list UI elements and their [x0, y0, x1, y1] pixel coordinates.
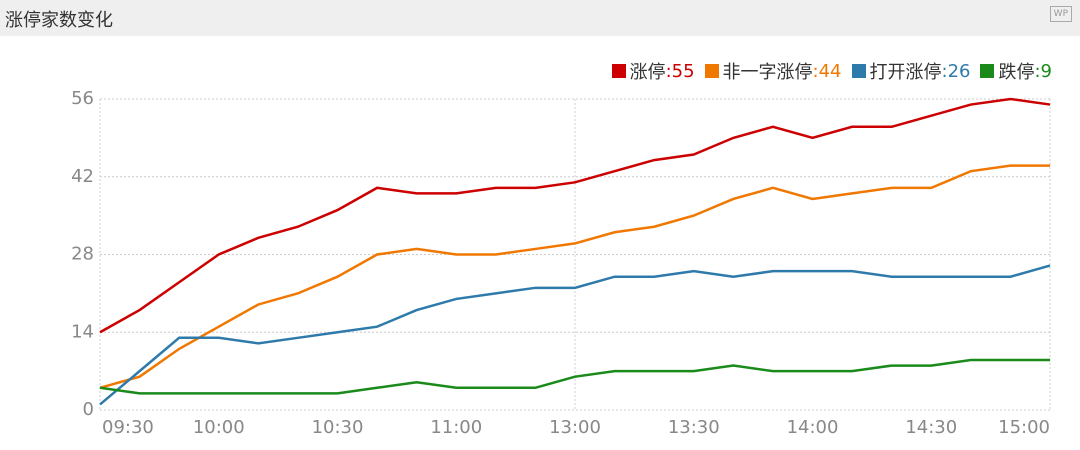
legend-swatch [980, 64, 995, 78]
x-tick-label: 11:00 [430, 417, 482, 438]
legend-swatch [611, 64, 626, 78]
header: 涨停家数变化 WP [0, 0, 1080, 36]
y-tick-label: 42 [71, 166, 94, 187]
x-tick-label: 10:30 [312, 417, 364, 438]
legend-value: :44 [812, 60, 842, 82]
x-tick-label: 13:30 [668, 417, 720, 438]
chart-title: 涨停家数变化 [5, 10, 113, 31]
logo: WP [1049, 6, 1072, 22]
legend-item: 非一字涨停:44 [704, 58, 842, 84]
legend-label: 跌停 [998, 62, 1035, 83]
legend-value: :55 [665, 60, 695, 82]
legend-label: 非一字涨停 [722, 62, 813, 83]
legend-item: 打开涨停:26 [851, 58, 971, 84]
legend-label: 涨停 [629, 62, 666, 83]
legend-item: 涨停:55 [611, 58, 695, 84]
series-line [99, 358, 1050, 395]
x-tick-label: 10:00 [193, 417, 245, 438]
series-line [99, 264, 1051, 406]
legend-item: 跌停:9 [980, 58, 1052, 84]
x-tick-label: 09:30 [102, 417, 154, 438]
y-tick-label: 56 [71, 88, 94, 109]
legend-swatch [704, 64, 719, 78]
x-tick-label: 14:00 [787, 417, 839, 438]
x-tick-label: 14:30 [905, 417, 957, 438]
legend-value: :26 [941, 60, 971, 82]
series-line [99, 164, 1050, 389]
x-tick-label: 13:00 [549, 417, 601, 438]
legend: 涨停:55 非一字涨停:44 打开涨停:26 跌停:9 [611, 58, 1052, 84]
y-tick-label: 14 [71, 321, 94, 342]
legend-swatch [851, 64, 866, 78]
y-tick-label: 0 [83, 399, 94, 420]
series-line [99, 97, 1051, 334]
x-tick-label: 15:00 [998, 417, 1050, 438]
legend-label: 打开涨停 [869, 62, 942, 83]
y-tick-label: 28 [71, 244, 94, 265]
legend-value: :9 [1034, 60, 1052, 82]
